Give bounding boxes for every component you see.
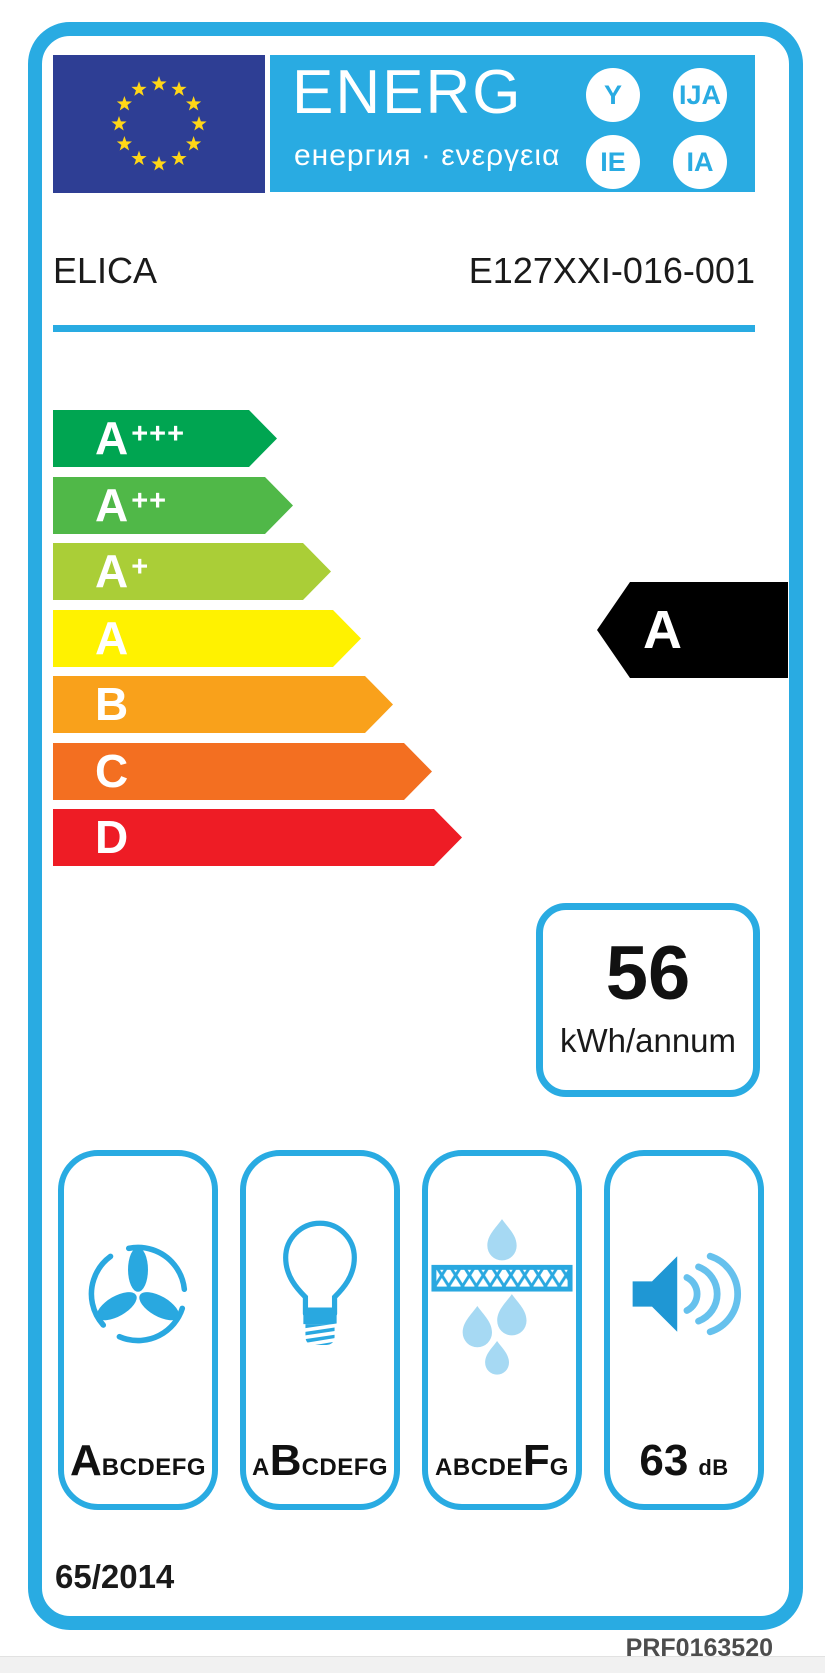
- rating-arrow-b: B: [53, 676, 393, 733]
- reference-code: PRF0163520: [625, 1634, 773, 1662]
- fan-icon: [64, 1184, 212, 1404]
- energ-wordmark: ENERG: [292, 58, 523, 127]
- regulation-number: 65/2014: [55, 1558, 175, 1595]
- rating-arrow-a: A: [53, 610, 361, 667]
- annual-energy-value: 56: [605, 931, 691, 1016]
- rating-arrow-a+++: A +++: [53, 410, 277, 467]
- rating-arrow-a++: A ++: [53, 477, 293, 534]
- rating-letter: A: [95, 545, 129, 597]
- metric-box-fan: A BCDEFG: [58, 1150, 218, 1510]
- rating-post: CDEFG: [301, 1454, 389, 1481]
- rating-letter: B: [95, 678, 129, 730]
- header-divider: [53, 325, 755, 332]
- speaker-icon: [610, 1184, 758, 1404]
- light-bulb-icon: [246, 1184, 394, 1404]
- rating-plus: ++: [131, 485, 168, 517]
- grease-filter-efficiency-rating: ABCDE F G: [428, 1436, 576, 1486]
- energ-header: ENERG енергия · ενεργεια Y IJA IE IA: [270, 55, 755, 192]
- bottom-strip: [0, 1656, 825, 1673]
- eu-flag-stars: [111, 76, 207, 171]
- metric-box-grease-filter: ABCDE F G: [422, 1150, 582, 1510]
- rating-plus: +: [131, 551, 150, 583]
- metric-box-noise: 63 dB: [604, 1150, 764, 1510]
- rating-arrow-d: D: [53, 809, 462, 866]
- rating-post: BCDEFG: [101, 1454, 207, 1481]
- rating-letter: C: [95, 745, 129, 797]
- rating-letter: A: [95, 412, 129, 464]
- model-number: E127XXI-016-001: [468, 250, 755, 291]
- rating-letter: D: [95, 811, 129, 863]
- metric-box-lighting: A B CDEFG: [240, 1150, 400, 1510]
- selected-class-indicator: A: [597, 582, 788, 678]
- eu-flag: [53, 55, 265, 193]
- rating-big: 63: [639, 1436, 689, 1485]
- rating-plus: +++: [131, 418, 186, 450]
- lighting-efficiency-rating: A B CDEFG: [246, 1436, 394, 1486]
- rating-pre: ABCDE: [435, 1454, 523, 1481]
- rating-arrow-c: C: [53, 743, 432, 800]
- energ-badge-ie: IE: [586, 135, 640, 189]
- energ-badge-y: Y: [586, 68, 640, 122]
- annual-energy-unit: kWh/annum: [559, 1022, 737, 1059]
- fan-efficiency-rating: A BCDEFG: [64, 1436, 212, 1486]
- rating-big: F: [522, 1436, 550, 1485]
- energ-badge-ia: IA: [673, 135, 727, 189]
- rating-arrow-a+: A +: [53, 543, 331, 600]
- brand-name: ELICA: [53, 250, 158, 291]
- rating-big: A: [69, 1436, 102, 1485]
- rating-big: B: [269, 1436, 302, 1485]
- energ-subtitle: енергия · ενεργεια: [294, 139, 561, 172]
- rating-post: G: [549, 1454, 569, 1481]
- annual-energy-box: 56 kWh/annum: [536, 903, 760, 1097]
- rating-unit: dB: [698, 1455, 729, 1480]
- energ-badge-ija: IJA: [673, 68, 727, 122]
- selected-class-letter: A: [643, 600, 682, 660]
- grease-filter-icon: [428, 1184, 576, 1404]
- rating-letter: A: [95, 479, 129, 531]
- noise-level-rating: 63 dB: [610, 1436, 758, 1486]
- rating-letter: A: [95, 612, 129, 664]
- rating-pre: A: [251, 1454, 270, 1481]
